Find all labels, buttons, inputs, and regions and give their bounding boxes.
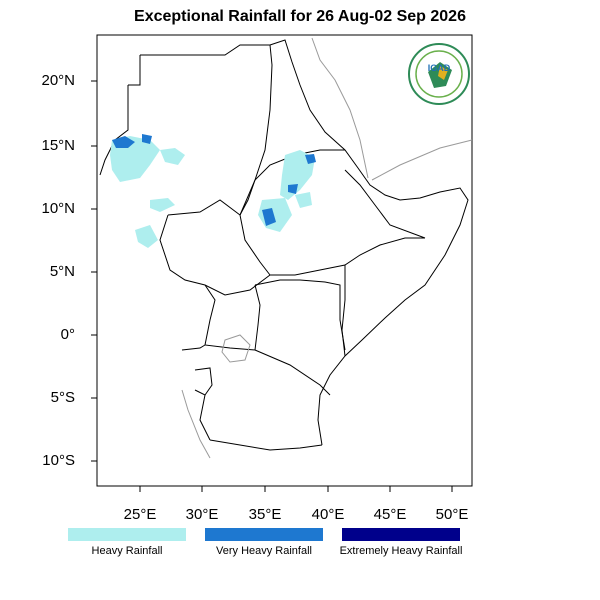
- very-heavy-rain-ethiopia-west: [262, 208, 276, 226]
- very-heavy-rain-ethiopia-north: [305, 154, 316, 164]
- lon-label-30e: 30°E: [185, 506, 219, 523]
- legend-swatch-extremely-heavy: [342, 528, 460, 541]
- lon-label-40e: 40°E: [311, 506, 345, 523]
- lon-label-50e: 50°E: [435, 506, 469, 523]
- lat-label-20n: 20°N: [41, 72, 75, 89]
- plot-frame: [96, 34, 473, 487]
- lat-label-0: 0°: [60, 326, 75, 343]
- lat-label-5n: 5°N: [49, 263, 75, 280]
- axis-ticks: [91, 80, 453, 492]
- rainfall-very-heavy: [112, 134, 316, 226]
- map-title: Exceptional Rainfall for 26 Aug-02 Sep 2…: [134, 8, 466, 25]
- very-heavy-rain-west: [112, 136, 135, 148]
- lat-label-10n: 10°N: [41, 200, 75, 217]
- lon-label-35e: 35°E: [248, 506, 282, 523]
- legend-label-very-heavy: Very Heavy Rainfall: [216, 545, 312, 557]
- legend-label-heavy: Heavy Rainfall: [91, 545, 163, 557]
- legend-swatch-heavy: [68, 528, 186, 541]
- lat-label-5s: 5°S: [50, 389, 75, 406]
- logo-text: IGAD: [428, 63, 451, 73]
- heavy-rain-west-2: [160, 148, 185, 165]
- very-heavy-rain-west-2: [142, 134, 152, 144]
- lat-label-15n: 15°N: [41, 137, 75, 154]
- heavy-rain-ethiopia-central: [295, 192, 312, 208]
- lon-label-25e: 25°E: [123, 506, 157, 523]
- country-borders: [99, 39, 469, 451]
- lat-label-10s: 10°S: [42, 452, 75, 469]
- igad-logo: IGAD: [408, 43, 470, 105]
- legend-swatch-very-heavy: [205, 528, 323, 541]
- heavy-rain-sw: [135, 225, 158, 248]
- heavy-rain-west-3: [150, 198, 175, 212]
- very-heavy-rain-ethiopia-central: [288, 184, 298, 194]
- legend-label-extremely-heavy: Extremely Heavy Rainfall: [339, 545, 463, 557]
- lon-label-45e: 45°E: [373, 506, 407, 523]
- outside-coastlines: [181, 37, 473, 459]
